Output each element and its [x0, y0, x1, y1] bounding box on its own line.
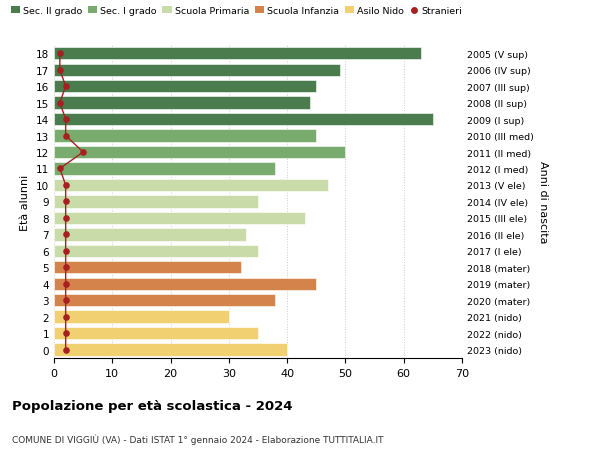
Bar: [54, 327, 258, 340]
Bar: [54, 196, 258, 208]
Point: [61, 231, 70, 239]
Bar: [54, 245, 258, 257]
Bar: [54, 278, 316, 290]
Bar: [54, 311, 229, 323]
Bar: [54, 179, 328, 192]
Legend: Sec. II grado, Sec. I grado, Scuola Primaria, Scuola Infanzia, Asilo Nido, Stran: Sec. II grado, Sec. I grado, Scuola Prim…: [11, 7, 463, 16]
Point: [61, 330, 70, 337]
Text: COMUNE DI VIGGIÙ (VA) - Dati ISTAT 1° gennaio 2024 - Elaborazione TUTTITALIA.IT: COMUNE DI VIGGIÙ (VA) - Dati ISTAT 1° ge…: [12, 434, 383, 444]
Bar: [54, 97, 310, 110]
Point: [79, 149, 88, 157]
Point: [55, 100, 65, 107]
Point: [55, 165, 65, 173]
Bar: [54, 262, 241, 274]
Point: [61, 247, 70, 255]
Bar: [54, 344, 287, 356]
Text: Popolazione per età scolastica - 2024: Popolazione per età scolastica - 2024: [12, 399, 293, 412]
Point: [61, 280, 70, 288]
Point: [55, 67, 65, 74]
Bar: [54, 163, 275, 175]
Bar: [54, 294, 275, 307]
Bar: [54, 229, 247, 241]
Bar: [54, 212, 305, 224]
Point: [61, 264, 70, 271]
Bar: [54, 48, 421, 60]
Point: [61, 297, 70, 304]
Bar: [54, 81, 316, 93]
Point: [61, 313, 70, 321]
Point: [61, 198, 70, 206]
Point: [61, 83, 70, 90]
Point: [61, 346, 70, 353]
Y-axis label: Anni di nascita: Anni di nascita: [538, 161, 548, 243]
Bar: [54, 146, 346, 159]
Bar: [54, 64, 340, 77]
Point: [61, 133, 70, 140]
Bar: [54, 114, 433, 126]
Bar: [54, 130, 316, 142]
Point: [61, 116, 70, 123]
Y-axis label: Età alunni: Età alunni: [20, 174, 31, 230]
Point: [55, 50, 65, 58]
Point: [61, 215, 70, 222]
Point: [61, 182, 70, 189]
